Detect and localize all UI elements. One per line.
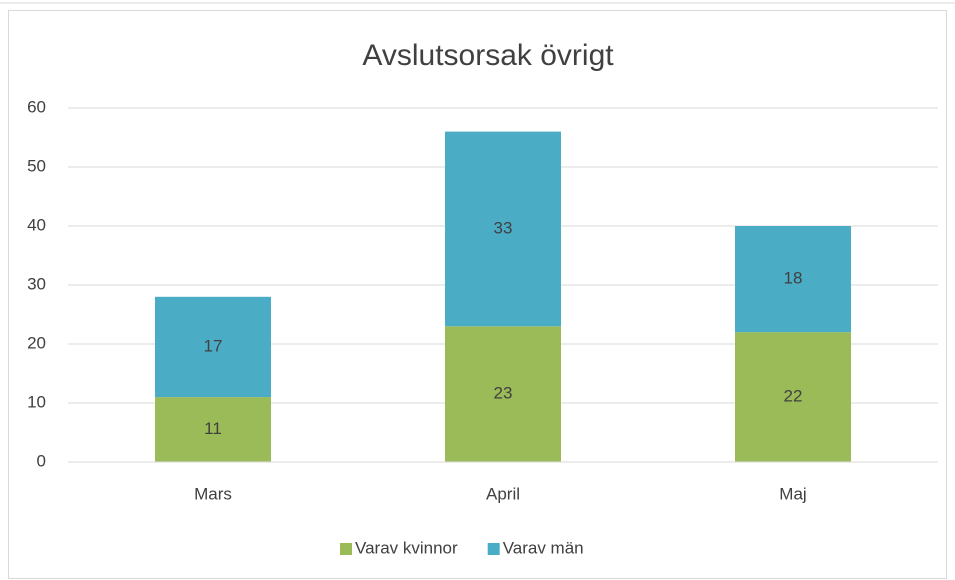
- legend-swatch: [340, 543, 352, 555]
- y-tick-label: 30: [27, 274, 46, 293]
- legend-label: Varav kvinnor: [355, 538, 458, 557]
- bar-segment: [445, 131, 561, 327]
- legend-swatch: [487, 543, 500, 555]
- data-label: 11: [204, 419, 222, 438]
- data-label: 33: [494, 218, 513, 237]
- bar-segment: [155, 397, 271, 462]
- bar-segment: [735, 226, 851, 333]
- y-tick-label: 50: [27, 156, 46, 175]
- data-label: 23: [494, 384, 513, 403]
- y-tick-label: 40: [27, 215, 46, 234]
- legend-label: Varav män: [503, 538, 584, 557]
- x-tick-label: Mars: [194, 484, 232, 503]
- y-tick-label: 20: [27, 333, 46, 352]
- chart-frame: [8, 10, 947, 579]
- y-tick-label: 0: [37, 451, 46, 470]
- x-tick-label: Maj: [779, 484, 806, 503]
- y-tick-label: 10: [27, 392, 46, 411]
- x-tick-label: April: [486, 484, 520, 503]
- bar-segment: [155, 296, 271, 398]
- bar-segment: [445, 326, 561, 462]
- data-label: 18: [784, 269, 803, 288]
- y-tick-label: 60: [27, 97, 46, 116]
- bar-segment: [735, 332, 851, 462]
- data-label: 22: [784, 387, 803, 406]
- data-label: 17: [204, 336, 223, 355]
- chart-title: Avslutsorsak övrigt: [362, 39, 614, 72]
